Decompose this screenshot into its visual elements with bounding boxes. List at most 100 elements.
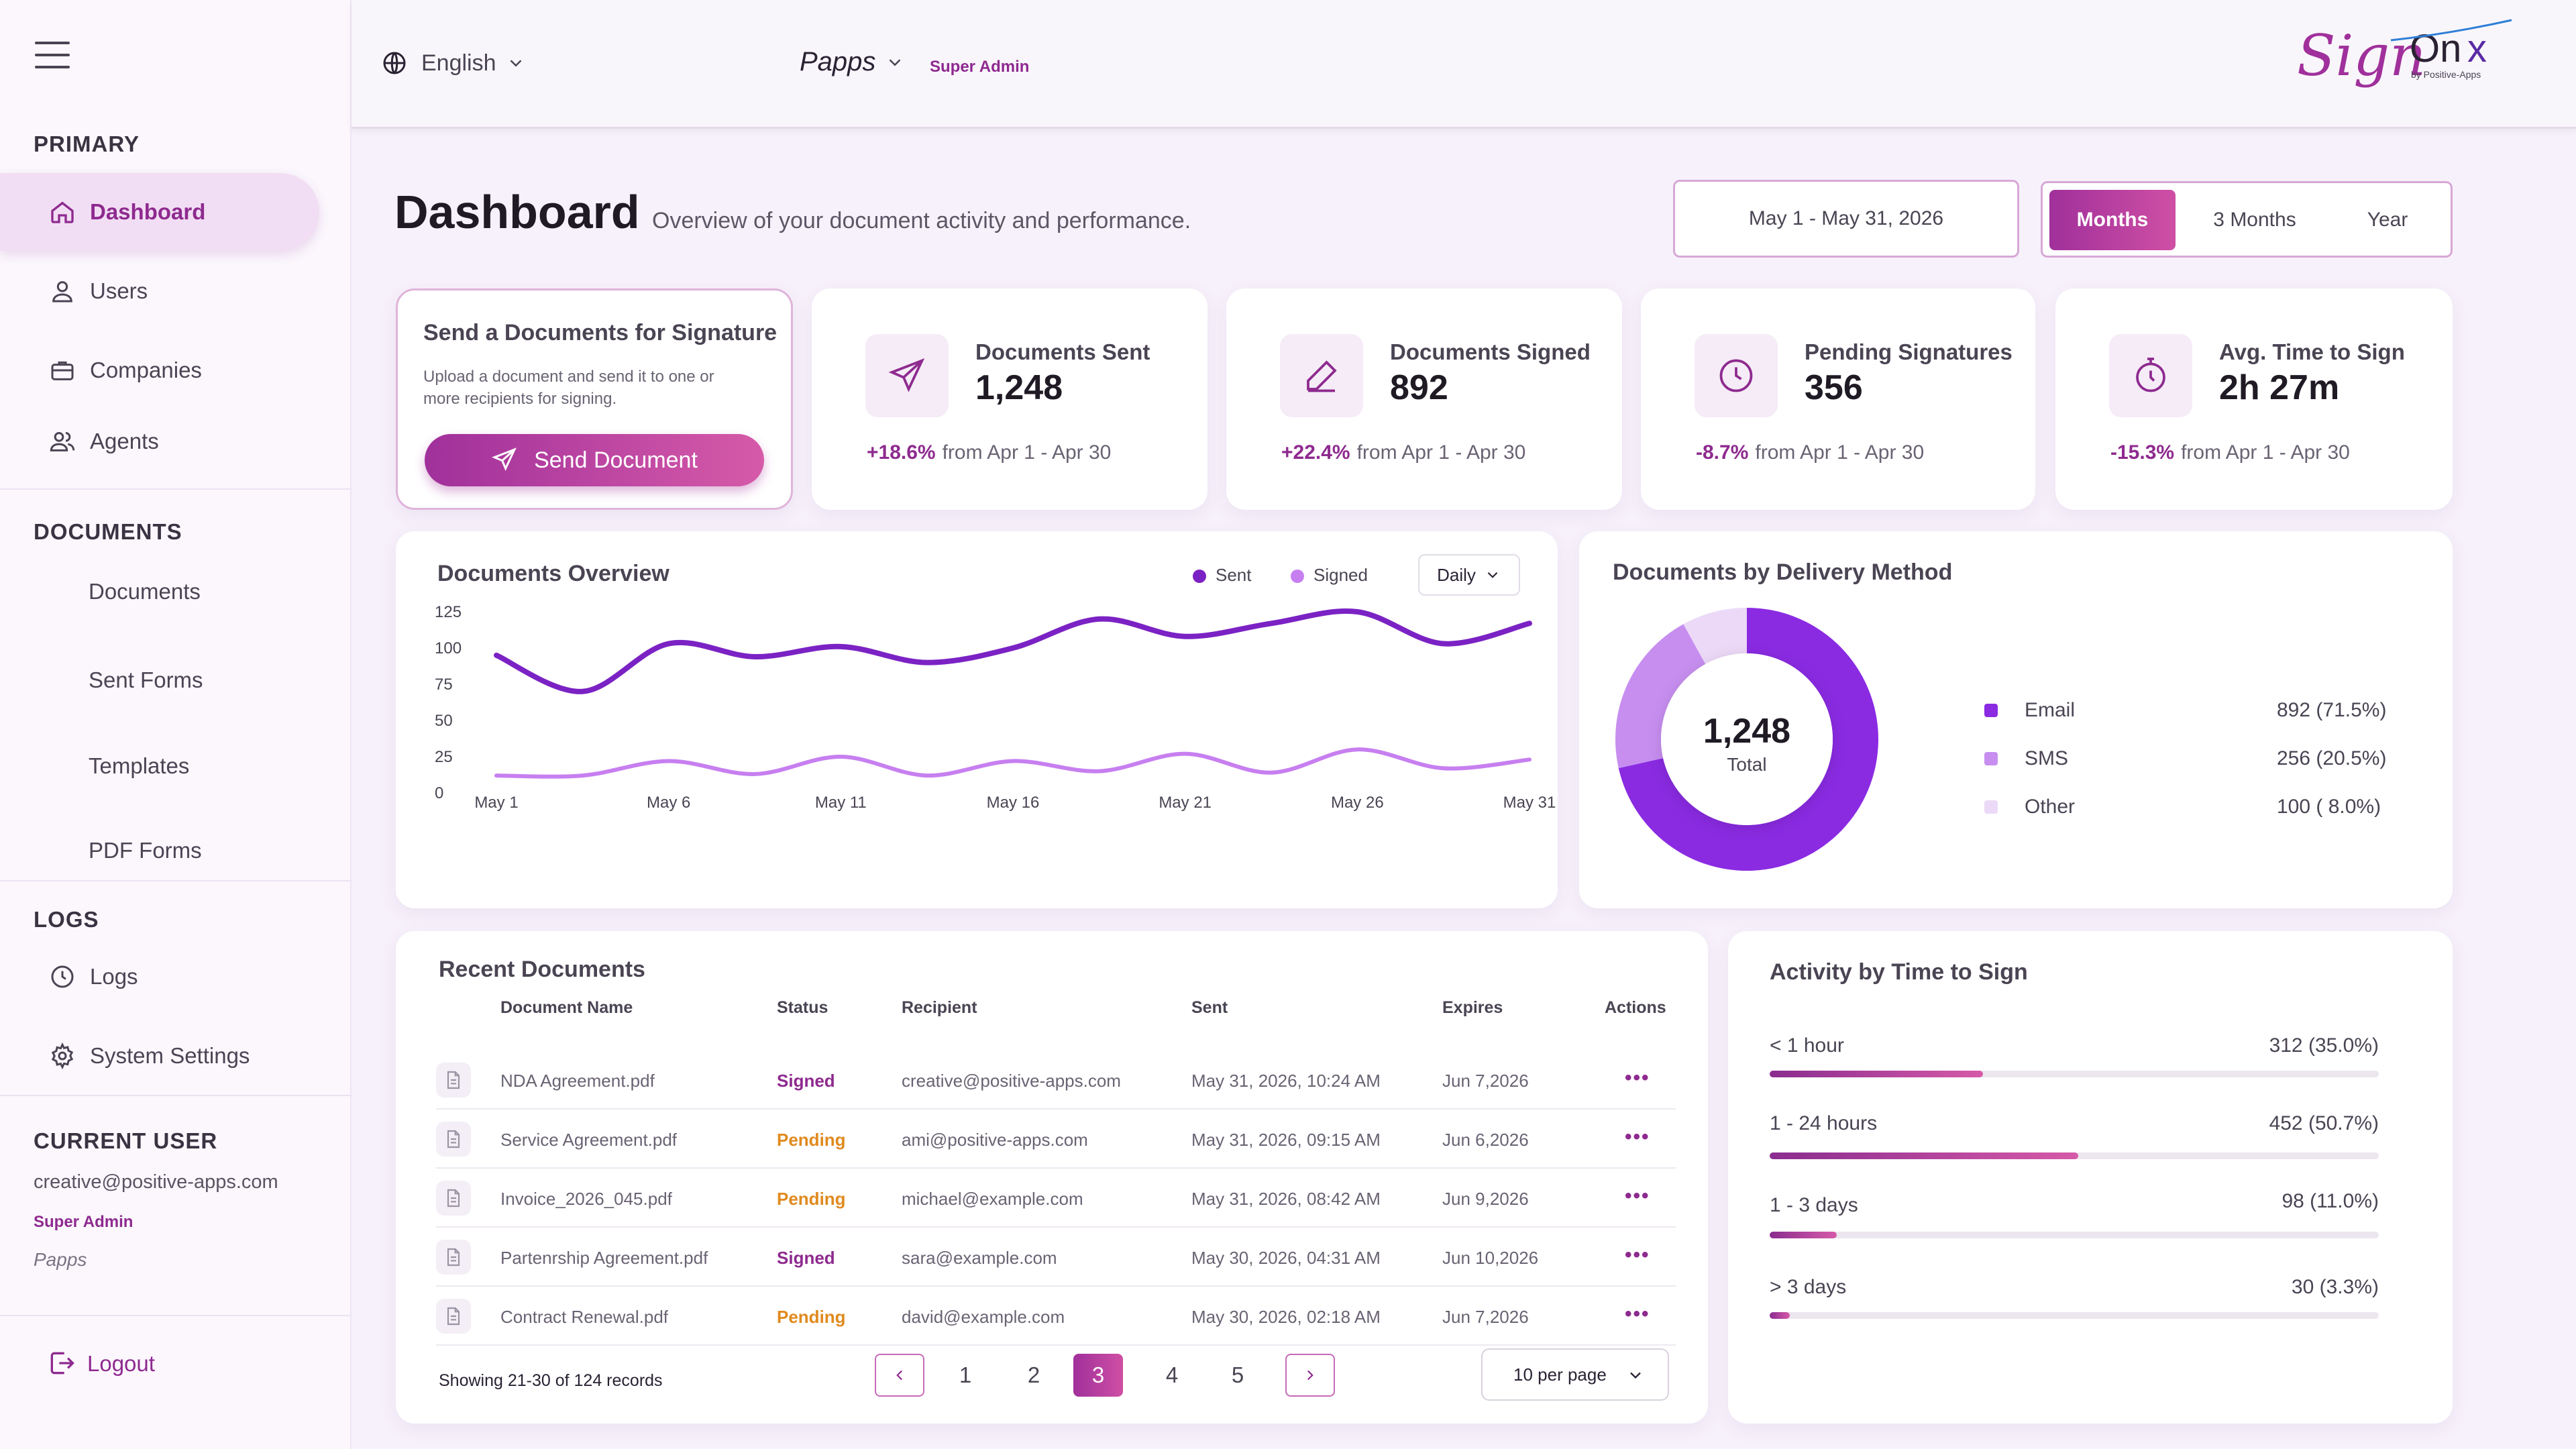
stat-delta: -8.7% (1696, 441, 1749, 464)
x-tick-label: May 1 (474, 794, 518, 812)
y-tick-label: 25 (435, 748, 453, 766)
more-actions-icon[interactable]: ••• (1625, 1303, 1650, 1325)
period-year-button[interactable]: Year (2367, 209, 2408, 231)
legend-sent-label: Sent (1216, 565, 1252, 585)
sent-date: May 31, 2026, 10:24 AM (1191, 1071, 1381, 1091)
recent-title: Recent Documents (439, 957, 645, 982)
chevron-right-icon (1307, 1370, 1313, 1381)
records-summary: Showing 21-30 of 124 records (439, 1371, 663, 1390)
organization-selector[interactable]: Papps (800, 47, 905, 77)
sidebar-item-agents[interactable]: Agents (0, 402, 319, 480)
more-actions-icon[interactable]: ••• (1625, 1067, 1650, 1089)
chevron-left-icon (896, 1370, 903, 1381)
status-badge: Pending (777, 1130, 846, 1150)
column-header: Actions (1605, 998, 1666, 1017)
table-row[interactable]: NDA Agreement.pdf Signed creative@positive… (436, 1051, 1676, 1110)
legend-sent: Sent (1193, 565, 1252, 586)
activity-value: 98 (11.0%) (2282, 1190, 2379, 1212)
document-name[interactable]: Contract Renewal.pdf (500, 1307, 669, 1327)
stat-value: 356 (1805, 368, 1863, 407)
document-name[interactable]: Invoice_2026_045.pdf (500, 1189, 672, 1209)
date-range-picker[interactable]: May 1 - May 31, 2026 (1673, 180, 2019, 258)
stat-label: Documents Sent (975, 339, 1150, 364)
table-row[interactable]: Service Agreement.pdf Pending ami@positive… (436, 1110, 1676, 1169)
stat-card-documents-signed: Documents Signed 892 +22.4% from Apr 1 - … (1226, 288, 1622, 510)
stat-period: from Apr 1 - Apr 30 (942, 441, 1112, 464)
document-name[interactable]: Partenrship Agreement.pdf (500, 1248, 708, 1268)
more-actions-icon[interactable]: ••• (1625, 1185, 1650, 1207)
gear-icon (47, 1040, 78, 1071)
status-badge: Signed (777, 1071, 835, 1091)
sidebar: PRIMARY Dashboard Users Companies Agents… (0, 0, 352, 1449)
stat-footnote: +22.4% from Apr 1 - Apr 30 (1281, 441, 1525, 464)
top-bar: English Papps Super Admin Sign On x by P… (352, 0, 2576, 129)
section-primary: PRIMARY (34, 131, 140, 156)
donut-slice-email (1618, 608, 1878, 871)
home-icon (47, 197, 78, 227)
current-user-email: creative@positive-apps.com (34, 1171, 278, 1193)
page-button[interactable]: 4 (1165, 1362, 1179, 1387)
logout-button[interactable]: Logout (47, 1348, 155, 1379)
table-row[interactable]: Partenrship Agreement.pdf Signed sara@exam… (436, 1228, 1676, 1287)
sidebar-item-logs[interactable]: Logs (0, 938, 319, 1016)
chevron-down-icon (890, 58, 901, 66)
language-selector[interactable]: English (381, 50, 526, 76)
stat-value: 1,248 (975, 368, 1063, 407)
menu-icon[interactable] (35, 42, 70, 71)
current-user-org: Papps (34, 1249, 87, 1270)
clock-icon (47, 961, 78, 992)
overview-title: Documents Overview (437, 561, 669, 586)
x-tick-label: May 16 (987, 794, 1040, 812)
file-icon (436, 1122, 471, 1157)
legend-other-value: 100 ( 8.0%) (2277, 796, 2381, 818)
table-row[interactable]: Invoice_2026_045.pdf Pending michael@examp… (436, 1169, 1676, 1228)
more-actions-icon[interactable]: ••• (1625, 1126, 1650, 1148)
signonx-logo: Sign On x by Positive-Apps (2290, 13, 2518, 101)
divider (0, 1315, 352, 1316)
section-current-user: CURRENT USER (34, 1128, 218, 1153)
sidebar-item-pdf-forms[interactable]: PDF Forms (0, 812, 319, 890)
granularity-dropdown[interactable]: Daily (1418, 554, 1520, 596)
stat-value: 2h 27m (2219, 368, 2340, 407)
table-row[interactable]: Contract Renewal.pdf Pending david@example… (436, 1287, 1676, 1346)
page-button-current[interactable]: 3 (1073, 1354, 1123, 1397)
sidebar-item-companies[interactable]: Companies (0, 331, 319, 409)
stat-period: from Apr 1 - Apr 30 (2181, 441, 2350, 464)
per-page-select[interactable]: 10 per page (1481, 1348, 1669, 1401)
clock-icon (1695, 334, 1778, 417)
activity-bar (1770, 1152, 2379, 1159)
column-header: Sent (1191, 998, 1228, 1017)
send-document-button[interactable]: Send Document (425, 434, 764, 486)
legend-sms-value: 256 (20.5%) (2277, 747, 2387, 769)
period-months-button[interactable]: Months (2049, 190, 2176, 250)
document-name[interactable]: Service Agreement.pdf (500, 1130, 678, 1150)
y-tick-label: 75 (435, 676, 453, 694)
sidebar-item-sent-forms[interactable]: Sent Forms (0, 641, 319, 719)
sidebar-item-templates[interactable]: Templates (0, 727, 319, 805)
legend-other-label: Other (2025, 796, 2076, 818)
page-button[interactable]: 2 (1027, 1362, 1040, 1387)
sidebar-item-system-settings[interactable]: System Settings (0, 1017, 319, 1095)
more-actions-icon[interactable]: ••• (1625, 1244, 1650, 1266)
document-name[interactable]: NDA Agreement.pdf (500, 1071, 655, 1091)
chevron-down-icon (1630, 1372, 1641, 1379)
period-3-months-button[interactable]: 3 Months (2213, 209, 2296, 231)
send-card-title: Send a Documents for Signature (423, 320, 777, 345)
y-tick-label: 125 (435, 603, 462, 621)
legend-email: Email (1984, 699, 2075, 722)
page-button[interactable]: 5 (1231, 1362, 1244, 1387)
sidebar-item-dashboard[interactable]: Dashboard (0, 173, 319, 251)
recipient: creative@positive-apps.com (902, 1071, 1121, 1091)
pen-icon (1280, 334, 1363, 417)
activity-bar-fill (1770, 1312, 1790, 1319)
sidebar-item-users[interactable]: Users (0, 252, 319, 330)
recipient: david@example.com (902, 1307, 1065, 1327)
prev-page-button[interactable] (875, 1354, 924, 1397)
current-user-role: Super Admin (34, 1213, 133, 1231)
next-page-button[interactable] (1285, 1354, 1335, 1397)
organization-label: Papps (800, 47, 876, 76)
overview-line-chart: 0 25 50 75 100 125 May 1 May 6 May 11 May 16 May 2… (435, 603, 1556, 812)
sidebar-item-documents[interactable]: Documents (0, 553, 319, 631)
page-button[interactable]: 1 (959, 1362, 972, 1387)
file-icon (436, 1181, 471, 1216)
